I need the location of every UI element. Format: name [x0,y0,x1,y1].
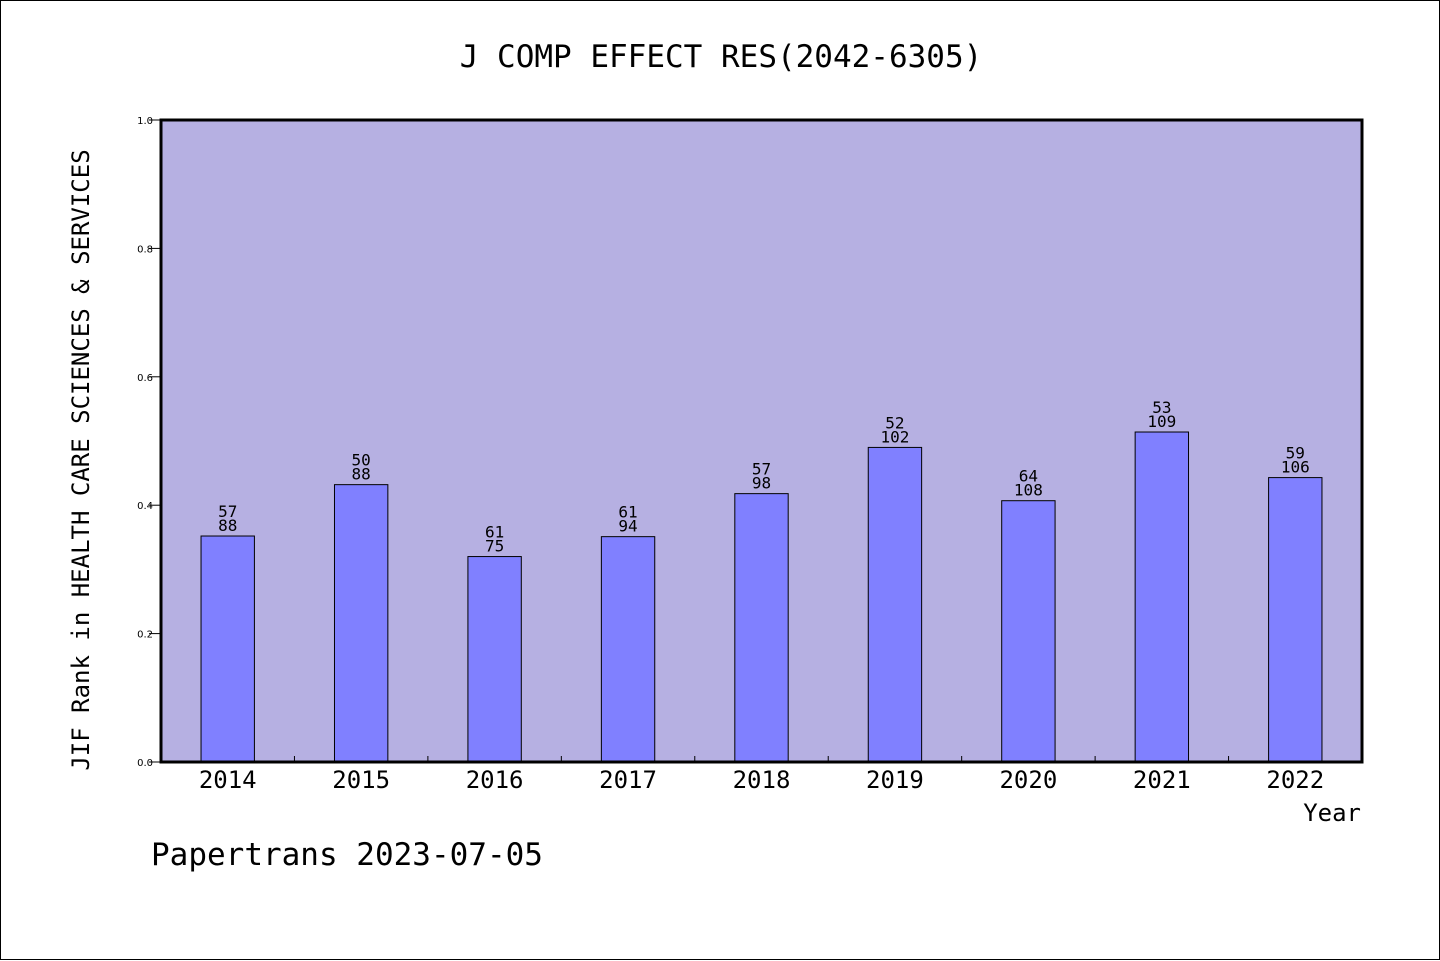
bar-rank-label: 64 [1019,467,1038,486]
bar-2021 [1134,431,1190,763]
bar-2018 [734,493,789,763]
bar-2015 [333,484,389,763]
y-tick-label: 0.4 [137,501,153,512]
y-tick-label: 0.2 [137,630,153,641]
bar-rank-label: 61 [618,503,637,522]
x-tick-label: 2017 [599,766,657,794]
x-tick-label: 2019 [866,766,924,794]
bar-rank-label: 61 [485,523,504,542]
bar-total-label: 108 [1014,481,1043,500]
bar-rank-label: 52 [885,413,904,432]
x-axis: 2014 2015 2016 2017 2018 2019 2020 2021 2022 [199,756,1324,794]
bar-2022 [1268,477,1323,763]
bar-rank-label: 57 [218,502,237,521]
y-tick-label: 0.8 [137,244,153,255]
x-tick-label: 2016 [466,766,524,794]
x-tick-label: 2020 [999,766,1057,794]
x-tick-label: 2014 [199,766,257,794]
bar-2019 [867,446,923,763]
bar-2017 [600,536,656,763]
bar-rank-label: 57 [752,460,771,479]
y-axis: 0.0 0.2 0.4 0.6 0.8 1.0 [137,116,161,769]
bar-rank-label: 53 [1152,398,1171,417]
bar-total-label: 98 [752,474,771,493]
x-tick-label: 2021 [1133,766,1191,794]
chart-title: J COMP EFFECT RES(2042-6305) [460,39,983,75]
y-tick-label: 1.0 [137,116,153,127]
bar-total-label: 88 [352,465,371,484]
bar-2016 [467,556,522,763]
x-axis-label: Year [1303,799,1361,827]
bar-total-label: 106 [1281,458,1310,477]
plot-frame [159,118,1364,764]
bar-total-label: 109 [1147,412,1176,431]
bar-total-label: 88 [218,516,237,535]
x-tick-label: 2015 [332,766,390,794]
y-axis-label: JIF Rank in HEALTH CARE SCIENCES & SERVI… [67,149,95,770]
bar-2020 [1001,500,1056,763]
bar-rank-label: 50 [352,451,371,470]
bar-2014 [200,535,255,763]
x-tick-label: 2018 [733,766,791,794]
bar-total-label: 102 [880,427,909,446]
y-tick-label: 0.6 [137,373,153,384]
bar-total-label: 94 [618,517,637,536]
footer-source-date: Papertrans 2023-07-05 [151,837,543,873]
x-tick-label: 2022 [1266,766,1324,794]
bar-rank-label: 59 [1286,444,1305,463]
bar-total-label: 75 [485,537,504,556]
y-tick-label: 0.0 [137,758,153,769]
